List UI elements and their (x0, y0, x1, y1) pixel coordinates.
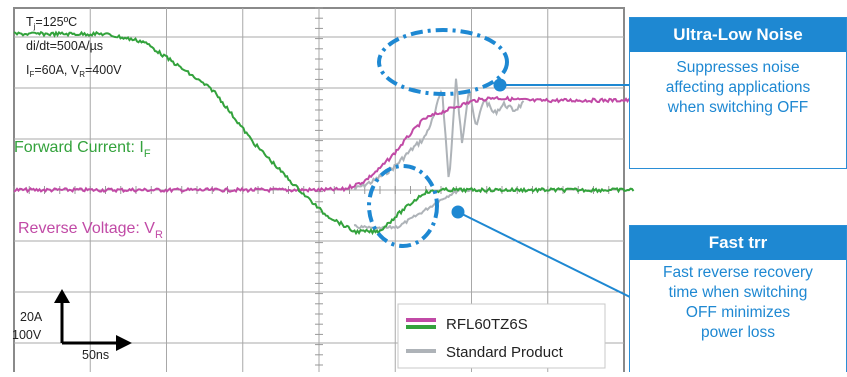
legend-box (397, 303, 606, 369)
scale-indicator: 20A 100V 50ns (12, 289, 132, 362)
callout-markers (367, 28, 637, 301)
legend-label-rfl60tz6s: RFL60TZ6S (446, 316, 528, 333)
trace-rfl60tz6s-current (13, 30, 635, 236)
callout-line: when switching OFF (667, 99, 809, 116)
scale-arrowhead-right (116, 335, 132, 351)
legend: RFL60TZ6S Standard Product (397, 303, 606, 369)
callout-line: time when switching (668, 284, 808, 301)
series-label-voltage: Reverse Voltage: VR (18, 220, 163, 241)
legend-label-standard: Standard Product (446, 344, 564, 361)
trace-rfl60tz6s-voltage (13, 95, 634, 194)
callout-fast-trr-text: Fast reverse recovery time when switchin… (630, 260, 846, 343)
callout-line: Fast reverse recovery (663, 264, 813, 281)
scale-time: 50ns (82, 348, 109, 362)
callout-line: affecting applications (665, 79, 811, 96)
scale-voltage: 100V (12, 328, 42, 342)
condition-didt: di/dt=500A/µs (26, 39, 103, 53)
series-label-current: Forward Current: IF (14, 139, 151, 160)
callout-ultra-low-noise: Ultra-Low Noise Suppresses noise affecti… (629, 17, 847, 169)
callout-ultra-low-noise-title: Ultra-Low Noise (630, 18, 846, 52)
callout-fast-trr-title: Fast trr (630, 226, 846, 260)
test-conditions: Tj=125ºC di/dt=500A/µs IF=60A, VR=400V (26, 15, 122, 79)
callout-line: power loss (700, 324, 776, 341)
condition-if-vr: IF=60A, VR=400V (26, 63, 122, 79)
scale-arrowhead-up (54, 289, 70, 303)
svg-text:Reverse Voltage: VR: Reverse Voltage: VR (18, 220, 163, 241)
scale-current: 20A (20, 310, 43, 324)
svg-text:Forward Current: IF: Forward Current: IF (14, 139, 151, 160)
condition-tj: Tj=125ºC (26, 15, 77, 31)
callout-fast-trr: Fast trr Fast reverse recovery time when… (629, 225, 847, 372)
callout-ultra-low-noise-text: Suppresses noise affecting applications … (630, 52, 846, 118)
callout-line: OFF minimizes (685, 304, 791, 321)
callout-line: Suppresses noise (676, 59, 800, 76)
noise-region-marker (377, 28, 509, 96)
trr-region-marker (367, 164, 439, 248)
trr-connector-line (457, 211, 637, 301)
